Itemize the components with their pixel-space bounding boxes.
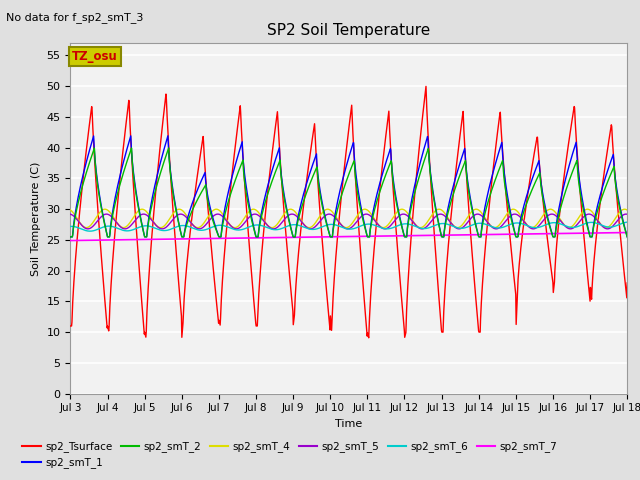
sp2_smT_5: [558, 219, 566, 225]
sp2_smT_1: [623, 234, 631, 240]
sp2_smT_6: [191, 226, 198, 232]
sp2_smT_5: [623, 211, 631, 217]
Text: No data for f_sp2_smT_3: No data for f_sp2_smT_3: [6, 12, 144, 23]
sp2_smT_1: [67, 234, 74, 240]
sp2_smT_5: [121, 226, 129, 232]
Line: sp2_smT_2: sp2_smT_2: [70, 148, 627, 237]
Line: sp2_smT_6: sp2_smT_6: [70, 222, 627, 231]
sp2_smT_7: [190, 236, 198, 241]
sp2_smT_6: [623, 219, 631, 225]
sp2_smT_7: [508, 231, 516, 237]
sp2_smT_5: [509, 212, 516, 217]
sp2_smT_5: [253, 212, 261, 217]
sp2_smT_1: [557, 193, 565, 199]
sp2_smT_5: [140, 211, 147, 217]
Legend: sp2_Tsurface, sp2_smT_1, sp2_smT_2, sp2_smT_4, sp2_smT_5, sp2_smT_6, sp2_smT_7: sp2_Tsurface, sp2_smT_1, sp2_smT_2, sp2_…: [18, 437, 561, 472]
sp2_smT_6: [557, 221, 565, 227]
sp2_smT_5: [191, 224, 199, 230]
sp2_smT_4: [558, 219, 566, 225]
Y-axis label: Soil Temperature (C): Soil Temperature (C): [31, 161, 41, 276]
sp2_smT_5: [436, 211, 444, 217]
sp2_smT_7: [177, 236, 184, 242]
sp2_smT_2: [436, 225, 444, 231]
sp2_smT_4: [253, 208, 261, 214]
sp2_smT_4: [190, 223, 198, 229]
sp2_smT_1: [253, 234, 260, 240]
Line: sp2_Tsurface: sp2_Tsurface: [70, 86, 627, 338]
sp2_smT_5: [67, 211, 74, 217]
sp2_Tsurface: [422, 84, 430, 89]
sp2_Tsurface: [177, 304, 184, 310]
sp2_smT_2: [67, 234, 74, 240]
Text: TZ_osu: TZ_osu: [72, 50, 118, 63]
sp2_smT_4: [212, 206, 220, 212]
sp2_smT_4: [231, 225, 239, 230]
Line: sp2_smT_1: sp2_smT_1: [70, 136, 627, 237]
sp2_smT_1: [164, 133, 172, 139]
sp2_smT_4: [623, 207, 631, 213]
sp2_smT_7: [435, 232, 443, 238]
sp2_smT_2: [557, 202, 565, 208]
sp2_smT_2: [191, 203, 198, 208]
sp2_smT_6: [253, 222, 260, 228]
sp2_smT_6: [67, 224, 74, 229]
sp2_smT_7: [67, 238, 74, 243]
sp2_Tsurface: [436, 308, 444, 313]
sp2_smT_7: [557, 230, 565, 236]
sp2_smT_7: [253, 235, 260, 241]
sp2_smT_2: [177, 231, 185, 237]
Line: sp2_smT_5: sp2_smT_5: [70, 214, 627, 229]
sp2_smT_1: [177, 231, 185, 237]
sp2_smT_2: [623, 234, 631, 240]
X-axis label: Time: Time: [335, 419, 362, 429]
sp2_smT_2: [508, 220, 516, 226]
sp2_smT_1: [191, 194, 198, 200]
sp2_smT_5: [178, 211, 186, 217]
Line: sp2_smT_4: sp2_smT_4: [70, 209, 627, 228]
sp2_smT_7: [623, 229, 631, 235]
sp2_Tsurface: [558, 192, 566, 197]
sp2_Tsurface: [67, 323, 74, 329]
sp2_smT_2: [165, 145, 173, 151]
Title: SP2 Soil Temperature: SP2 Soil Temperature: [267, 23, 431, 38]
sp2_Tsurface: [190, 196, 198, 202]
sp2_smT_4: [177, 206, 184, 212]
sp2_smT_1: [436, 225, 444, 230]
sp2_Tsurface: [365, 335, 372, 341]
sp2_smT_6: [508, 221, 516, 227]
sp2_smT_6: [177, 223, 185, 228]
sp2_Tsurface: [623, 280, 631, 286]
sp2_smT_2: [253, 234, 260, 240]
sp2_Tsurface: [253, 323, 260, 329]
sp2_smT_1: [508, 218, 516, 224]
sp2_smT_6: [436, 221, 444, 227]
sp2_smT_4: [509, 206, 516, 212]
Line: sp2_smT_7: sp2_smT_7: [70, 232, 627, 240]
sp2_smT_4: [436, 206, 444, 212]
sp2_smT_4: [67, 207, 74, 213]
sp2_Tsurface: [509, 262, 516, 267]
sp2_smT_6: [86, 228, 94, 234]
